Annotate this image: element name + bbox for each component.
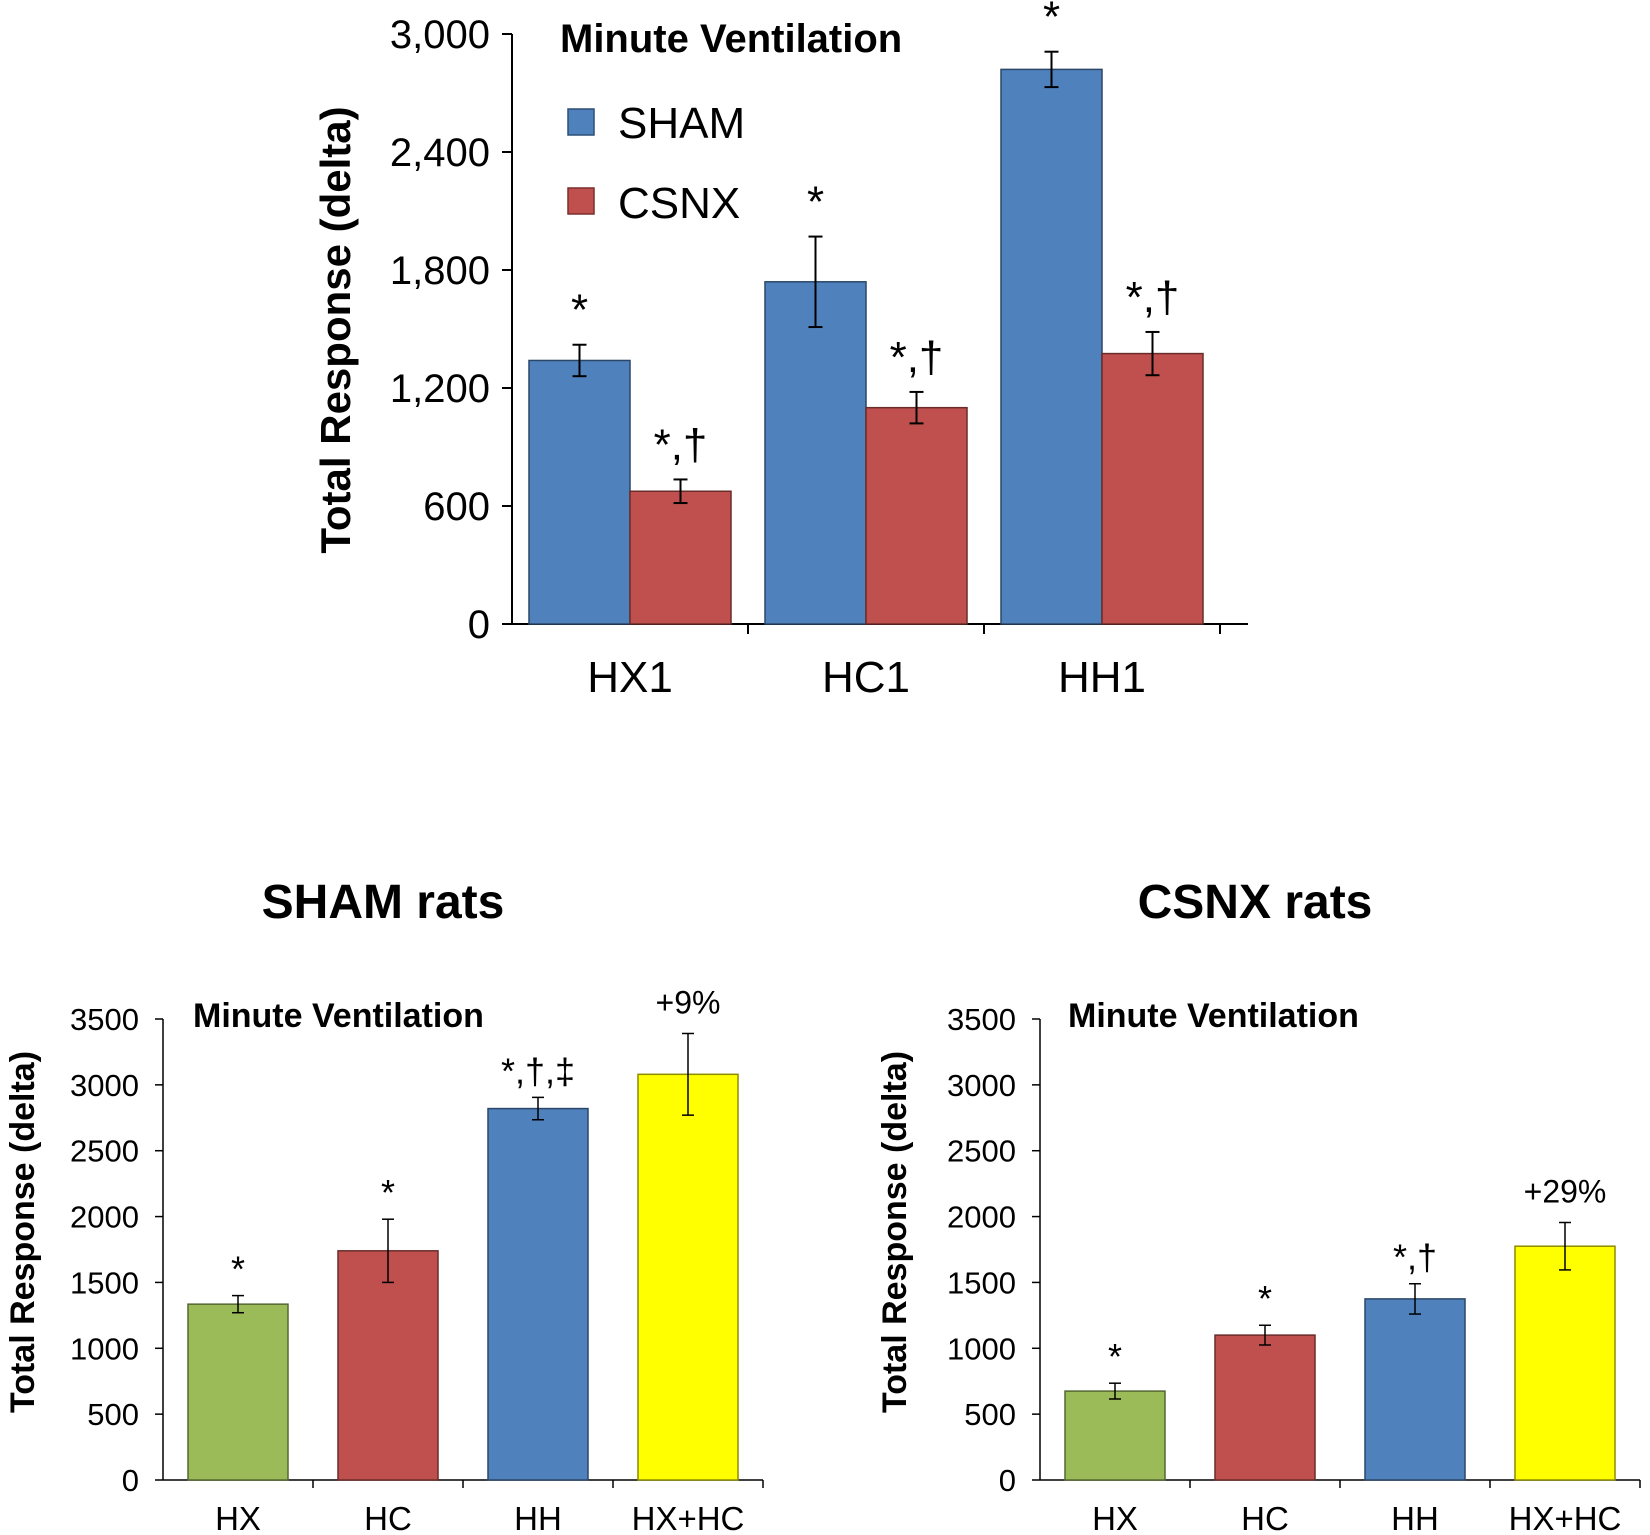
legend-swatch-csnx [567, 187, 595, 215]
sham-y-tick-label: 1500 [70, 1265, 139, 1300]
csnx-x-tick-label-hc: HC [1241, 1500, 1289, 1535]
sham-y-tick-label: 3000 [70, 1068, 139, 1103]
csnx-y-tick-label: 3500 [947, 1002, 1016, 1037]
top-x-tick-label-hc1: HC1 [822, 653, 910, 702]
csnx-x-tick-label-hx: HX [1092, 1500, 1138, 1535]
sham-annotation-hx: * [231, 1249, 245, 1290]
sham-error-bar-hx [232, 1294, 244, 1314]
error-bar-csnx-hh1 [1145, 330, 1160, 377]
csnx-bar-hc [1214, 1334, 1316, 1481]
legend-label-sham: SHAM [618, 99, 745, 148]
chart-sham: SHAM rats Total Response (delta) Minute … [4, 876, 764, 1535]
csnx-heading: CSNX rats [1138, 876, 1373, 929]
top-x-tick-label-hx1: HX1 [587, 653, 673, 702]
sham-annotation-hc: * [381, 1172, 395, 1213]
csnx-annotation-hx-hc: +29% [1524, 1173, 1607, 1209]
bar-csnx-hh1 [1101, 352, 1204, 625]
sham-chart-title: Minute Ventilation [193, 997, 484, 1035]
error-bar-sham-hh1 [1044, 50, 1059, 89]
csnx-y-tick-label: 2000 [947, 1200, 1016, 1235]
csnx-annotation-hc: * [1258, 1278, 1272, 1319]
csnx-annotation-hx: * [1108, 1336, 1122, 1377]
csnx-y-tick-label: 1500 [947, 1265, 1016, 1300]
bar-sham-hh1 [1000, 68, 1103, 625]
sham-y-tick-label: 3500 [70, 1002, 139, 1037]
sham-x-tick-label-hh: HH [514, 1500, 562, 1535]
sham-x-tick-label-hc: HC [364, 1500, 412, 1535]
annotation-sham-hx1: * [571, 286, 588, 335]
top-y-axis-label: Total Response (delta) [312, 106, 359, 553]
sham-bar-hc [337, 1250, 439, 1481]
sham-error-bar-hx-hc [682, 1032, 694, 1116]
csnx-y-tick-label: 1000 [947, 1331, 1016, 1366]
legend-label-csnx: CSNX [618, 179, 740, 228]
sham-y-tick-label: 2500 [70, 1134, 139, 1169]
error-bar-sham-hx1 [572, 343, 587, 378]
sham-y-tick-label: 500 [87, 1397, 139, 1432]
top-y-tick-label: 2,400 [390, 131, 490, 175]
sham-error-bar-hc [382, 1218, 394, 1284]
csnx-y-axis-label: Total Response (delta) [876, 1051, 914, 1413]
bar-sham-hx1 [528, 359, 631, 625]
bar-csnx-hc1 [865, 406, 968, 625]
csnx-chart-title: Minute Ventilation [1068, 997, 1359, 1035]
csnx-bar-hx [1064, 1390, 1166, 1481]
sham-y-tick-label: 2000 [70, 1200, 139, 1235]
top-y-tick-label: 1,200 [390, 367, 490, 411]
csnx-error-bar-hx-hc [1559, 1221, 1571, 1271]
annotation-csnx-hh1: *,† [1126, 273, 1180, 322]
csnx-error-bar-hh [1409, 1282, 1421, 1315]
csnx-y-tick-label: 2500 [947, 1134, 1016, 1169]
csnx-annotation-hh: *,† [1393, 1237, 1437, 1278]
top-y-tick-label: 0 [468, 603, 490, 647]
error-bar-csnx-hc1 [909, 390, 924, 425]
annotation-csnx-hc1: *,† [890, 333, 944, 382]
annotation-sham-hh1: * [1043, 0, 1060, 42]
csnx-error-bar-hc [1259, 1324, 1271, 1346]
error-bar-sham-hc1 [808, 235, 823, 329]
chart-csnx: CSNX rats Total Response (delta) Minute … [876, 876, 1641, 1535]
csnx-bar-hx-hc [1514, 1245, 1616, 1481]
csnx-x-tick-label-hx-hc: HX+HC [1509, 1500, 1622, 1535]
annotation-csnx-hx1: *,† [654, 420, 708, 469]
sham-heading: SHAM rats [262, 876, 505, 929]
sham-y-tick-label: 1000 [70, 1331, 139, 1366]
top-y-tick-label: 1,800 [390, 249, 490, 293]
sham-x-tick-label-hx: HX [215, 1500, 261, 1535]
sham-x-tick-label-hx-hc: HX+HC [632, 1500, 745, 1535]
csnx-error-bar-hx [1109, 1382, 1121, 1400]
sham-y-tick-label: 0 [122, 1463, 139, 1498]
top-y-tick-label: 600 [423, 485, 490, 529]
top-legend: SHAM CSNX [567, 99, 745, 228]
sham-y-axis-label: Total Response (delta) [4, 1051, 42, 1413]
csnx-x-tick-label-hh: HH [1391, 1500, 1439, 1535]
top-y-tick-label: 3,000 [390, 13, 490, 57]
sham-error-bar-hh [532, 1096, 544, 1121]
csnx-y-tick-label: 3000 [947, 1068, 1016, 1103]
chart-top: Total Response (delta) Minute Ventilatio… [312, 0, 1248, 702]
sham-annotation-hx-hc: +9% [656, 984, 721, 1020]
top-chart-title: Minute Ventilation [560, 17, 902, 61]
bar-sham-hc1 [764, 281, 867, 625]
sham-bar-hx [187, 1303, 289, 1481]
csnx-y-tick-label: 500 [964, 1397, 1016, 1432]
sham-bar-hh [487, 1107, 589, 1481]
sham-annotation-hh: *,†,‡ [501, 1050, 575, 1091]
legend-swatch-sham [567, 108, 595, 136]
csnx-y-tick-label: 0 [999, 1463, 1016, 1498]
bar-csnx-hx1 [629, 490, 732, 625]
annotation-sham-hc1: * [807, 178, 824, 227]
csnx-bar-hh [1364, 1298, 1466, 1481]
error-bar-csnx-hx1 [673, 478, 688, 505]
sham-bar-hx-hc [637, 1073, 739, 1481]
top-x-tick-label-hh1: HH1 [1058, 653, 1146, 702]
